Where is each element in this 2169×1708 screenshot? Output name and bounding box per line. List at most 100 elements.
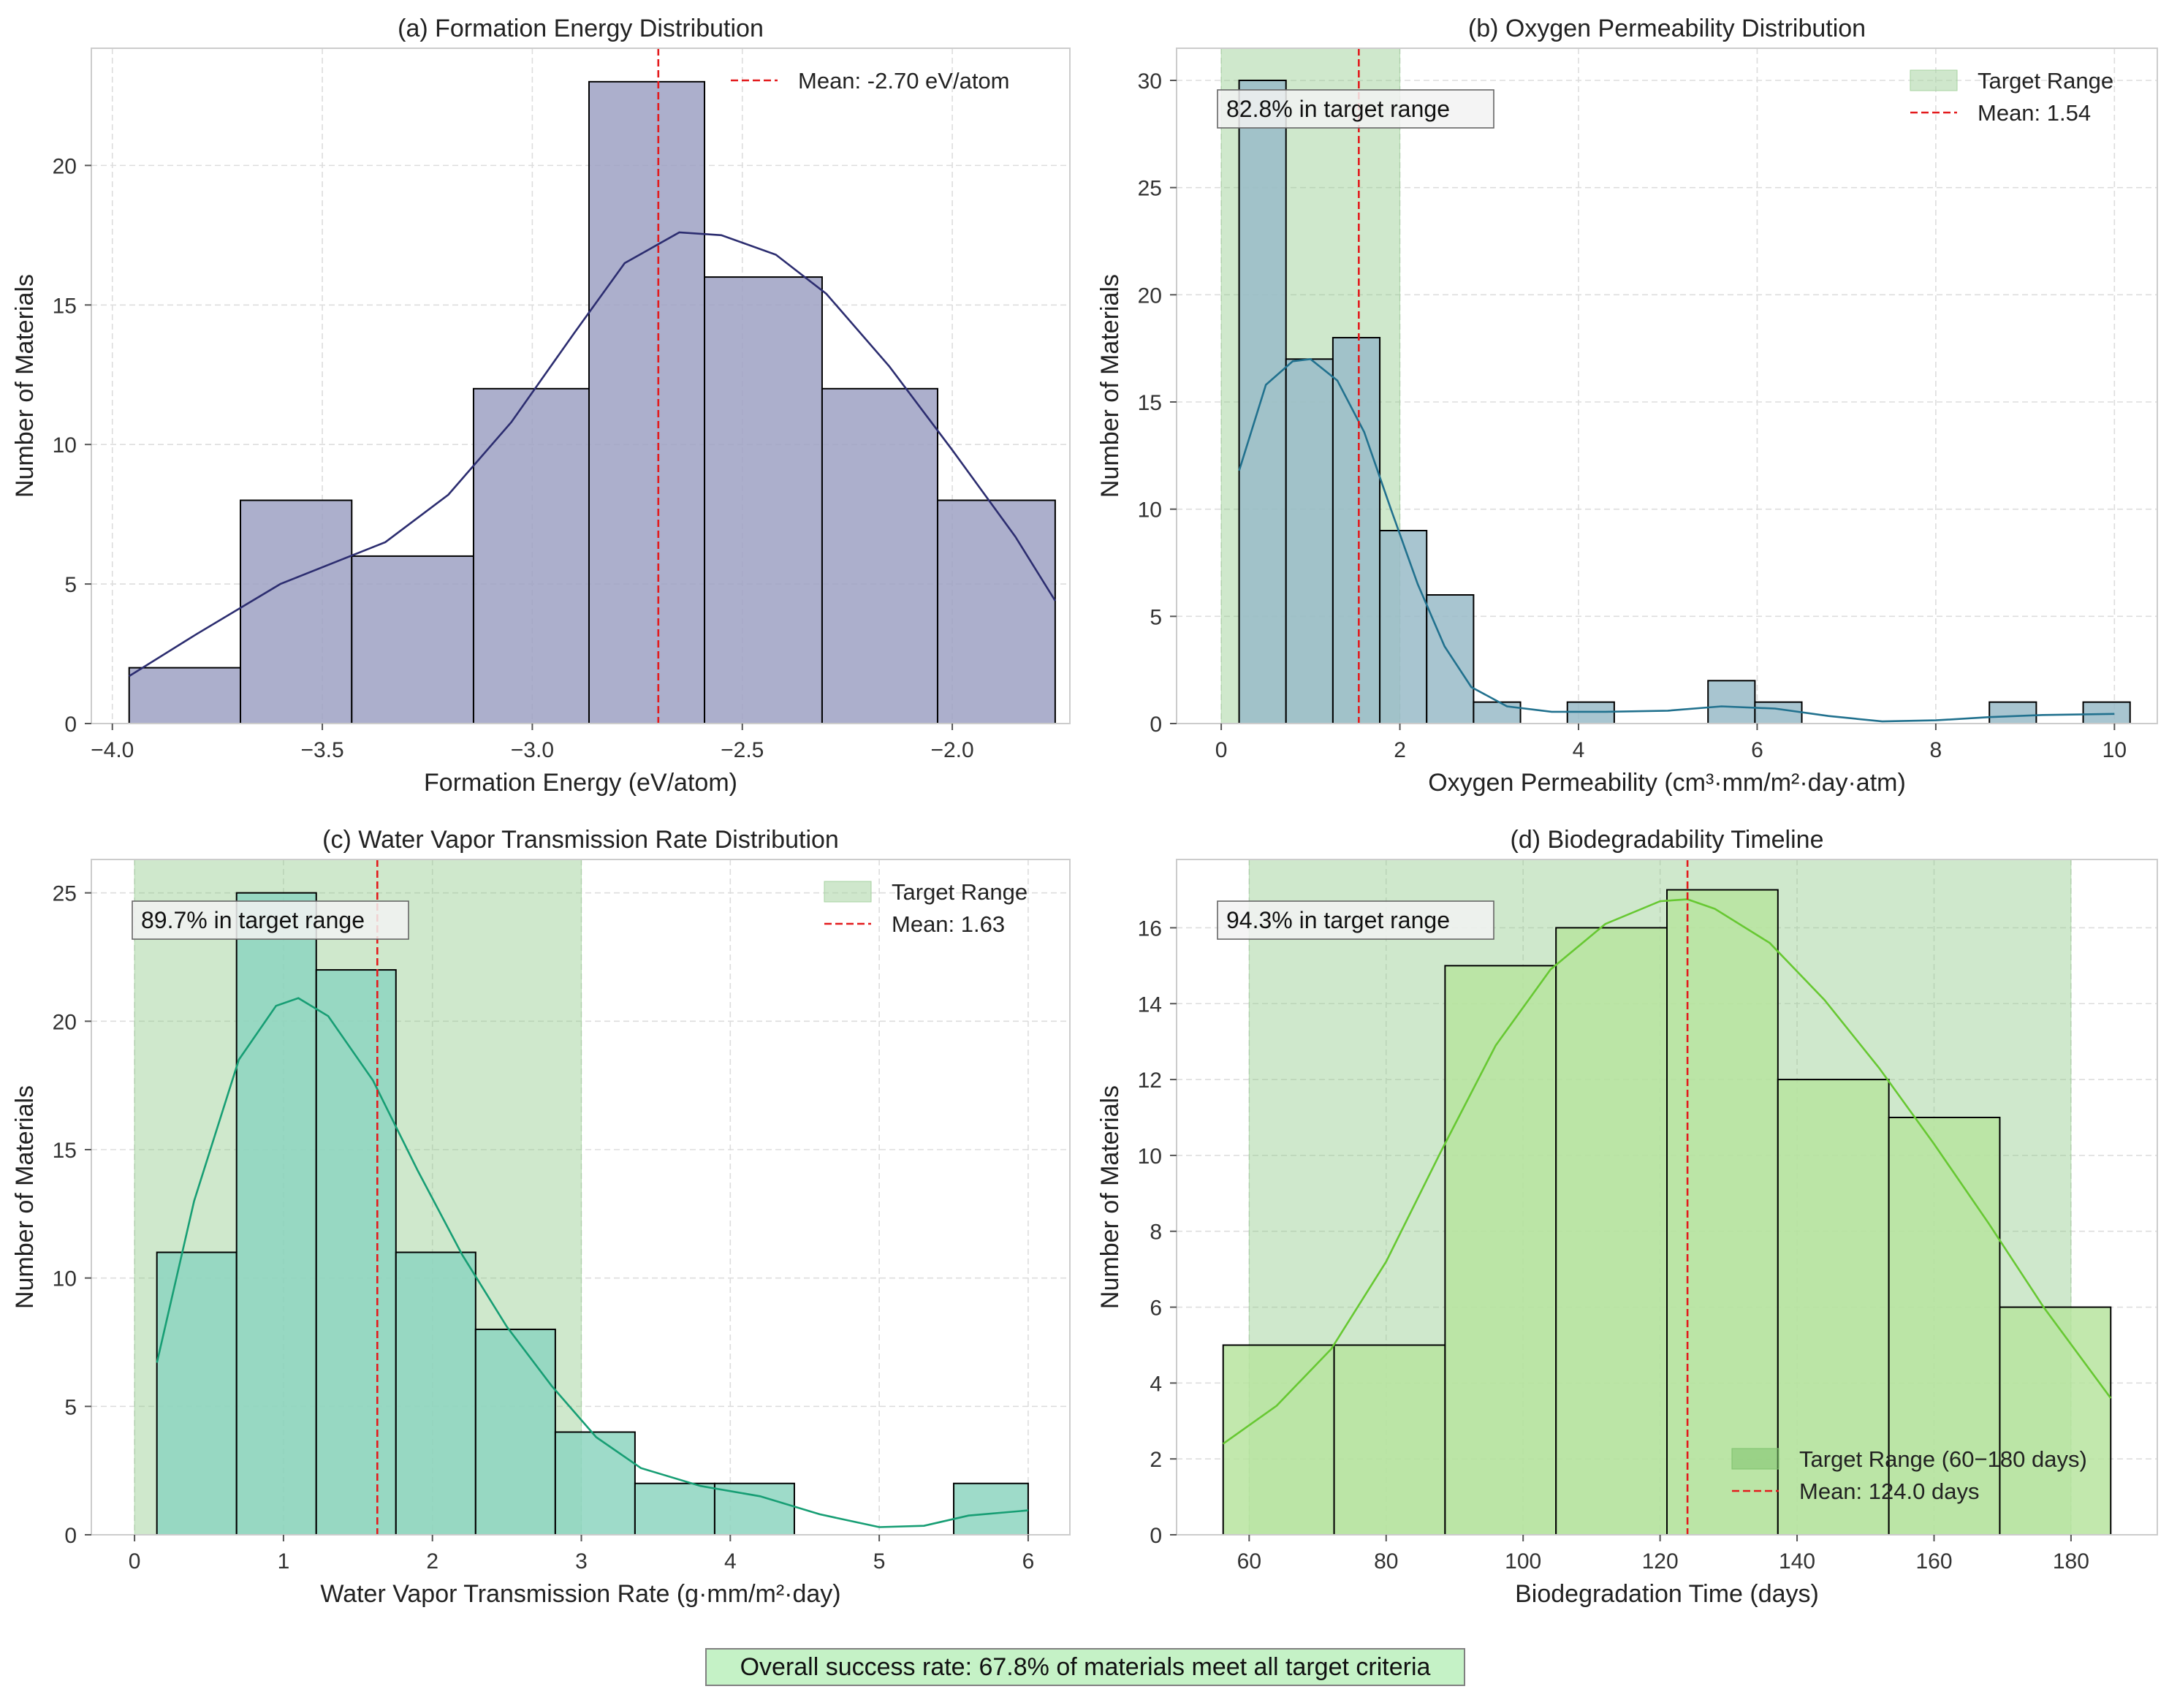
axes-frame	[1176, 48, 2158, 724]
histogram-bar	[1332, 337, 1381, 724]
histogram-bar	[1333, 1344, 1446, 1536]
chart-title: (c) Water Vapor Transmission Rate Distri…	[322, 826, 839, 854]
histogram-bar	[1566, 701, 1615, 725]
histogram-bar	[1238, 80, 1287, 724]
x-tick-label: 4	[1573, 738, 1585, 762]
y-tick-label: 10	[53, 433, 77, 458]
histogram-bar	[1426, 594, 1475, 724]
histogram-bar	[1444, 965, 1557, 1536]
x-tick-label: −3.5	[300, 738, 343, 762]
x-tick-label: −2.5	[721, 738, 764, 762]
legend-label: Mean: 124.0 days	[1799, 1479, 1979, 1504]
y-tick-label: 25	[1138, 177, 1162, 201]
y-tick-label: 14	[1138, 992, 1162, 1017]
y-tick-label: 8	[1150, 1221, 1162, 1245]
x-tick-label: 5	[873, 1549, 886, 1574]
y-tick-label: 15	[53, 1139, 77, 1163]
axes-frame	[1176, 859, 2158, 1536]
panel-c: 0 1 2 3 4 5 6 0 5 10 15 20 25 (c) Water Vapor Transmi…	[11, 826, 1071, 1608]
y-tick-label: 20	[53, 154, 77, 178]
target-range-annotation: 89.7% in target range	[141, 907, 365, 933]
y-axis-label: Number of Materials	[1096, 1085, 1124, 1309]
histogram-bar	[240, 499, 353, 725]
histogram-bar	[1888, 1116, 2001, 1536]
x-tick-label: 0	[1215, 738, 1228, 762]
x-axis-label: Biodegradation Time (days)	[1515, 1580, 1819, 1608]
histogram-bar	[128, 667, 242, 724]
y-tick-label: 5	[64, 573, 77, 597]
legend-label: Mean: -2.70 eV/atom	[798, 68, 1010, 94]
legend-label: Target Range	[892, 879, 1027, 905]
y-tick-label: 10	[1138, 1145, 1162, 1169]
axes-frame	[91, 48, 1071, 724]
y-tick-label: 15	[53, 294, 77, 318]
legend-swatch-target-range	[1910, 69, 1958, 91]
histogram-bar	[315, 969, 397, 1536]
x-tick-label: 2	[426, 1549, 438, 1574]
y-tick-label: 10	[1138, 498, 1162, 523]
y-tick-label: 0	[64, 1524, 77, 1548]
legend-label: Target Range	[1978, 68, 2113, 94]
y-tick-label: 20	[53, 1010, 77, 1034]
y-tick-label: 0	[1150, 1524, 1162, 1548]
legend-label: Mean: 1.54	[1978, 100, 2091, 126]
histogram-bar	[1999, 1306, 2112, 1536]
axes-frame	[91, 859, 1071, 1536]
histogram-bar	[713, 1482, 795, 1536]
target-range-annotation: 94.3% in target range	[1226, 907, 1450, 933]
histogram-bar	[1473, 701, 1522, 725]
legend-label: Mean: 1.63	[892, 911, 1005, 937]
x-tick-label: 2	[1394, 738, 1406, 762]
y-tick-label: 6	[1150, 1297, 1162, 1321]
target-range-annotation: 82.8% in target range	[1226, 96, 1450, 122]
histogram-bar	[351, 555, 474, 725]
x-tick-label: −3.0	[511, 738, 554, 762]
x-tick-label: 180	[2053, 1549, 2089, 1574]
y-tick-label: 25	[53, 882, 77, 906]
x-tick-label: 60	[1237, 1549, 1261, 1574]
histogram-bar	[1379, 530, 1428, 724]
x-axis-label: Oxygen Permeability (cm³·mm/m²·day·atm)	[1428, 769, 1906, 797]
histogram-bar	[395, 1251, 476, 1536]
y-tick-label: 2	[1150, 1448, 1162, 1472]
histogram-bar	[1754, 701, 1803, 725]
histogram-bar	[821, 387, 938, 724]
histogram-bar	[634, 1482, 715, 1536]
y-tick-label: 5	[64, 1395, 77, 1419]
y-tick-label: 4	[1150, 1372, 1162, 1396]
kde-curve	[129, 231, 1057, 677]
kde-curve	[156, 997, 1029, 1528]
y-tick-label: 15	[1138, 391, 1162, 415]
x-tick-label: 4	[724, 1549, 737, 1574]
chart-title: (d) Biodegradability Timeline	[1511, 826, 1824, 854]
y-axis-label: Number of Materials	[11, 1085, 39, 1309]
x-axis-label: Formation Energy (eV/atom)	[424, 769, 737, 797]
histogram-bar	[156, 1251, 238, 1536]
target-range-annotation-box	[1217, 900, 1494, 940]
x-tick-label: 100	[1505, 1549, 1541, 1574]
histogram-bar	[1555, 927, 1668, 1536]
x-tick-label: 6	[1022, 1549, 1035, 1574]
x-tick-label: 1	[278, 1549, 290, 1574]
histogram-bar	[2082, 701, 2131, 725]
y-axis-label: Number of Materials	[1096, 274, 1124, 498]
chart-title: (b) Oxygen Permeability Distribution	[1468, 15, 1866, 42]
histogram-bar	[554, 1431, 636, 1536]
y-tick-label: 12	[1138, 1069, 1162, 1093]
y-tick-label: 10	[53, 1267, 77, 1291]
overall-success-note: Overall success rate: 67.8% of materials…	[705, 1648, 1465, 1686]
panel-a: −4.0 −3.5 −3.0 −2.5 −2.0 0 5 10 15 20 (a) Formatio…	[11, 15, 1071, 797]
legend-swatch-target-range	[824, 881, 872, 903]
x-tick-label: 80	[1374, 1549, 1398, 1574]
histogram-bar	[1285, 358, 1334, 724]
chart-title: (a) Formation Energy Distribution	[398, 15, 764, 42]
x-tick-label: −4.0	[91, 738, 134, 762]
y-tick-label: 0	[64, 713, 77, 737]
panel-d: 60 80 100 120 140 160 180 0 2 4 6 8 10 12 14 16 (d) Biod…	[1096, 826, 2158, 1608]
histogram-bar	[1666, 889, 1779, 1536]
kde-curve	[1238, 357, 2115, 723]
x-tick-label: 8	[1930, 738, 1942, 762]
legend-swatch-target-range	[1731, 1448, 1779, 1470]
histogram-bar	[1777, 1079, 1890, 1536]
